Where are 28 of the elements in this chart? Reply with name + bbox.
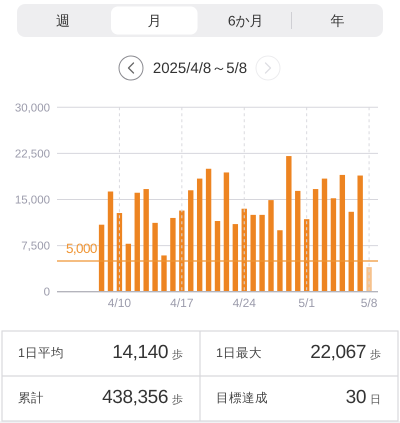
segment-label: 月 [147, 12, 162, 28]
y-tick-label: 22,500 [14, 148, 50, 160]
table-unit: 歩 [370, 349, 381, 361]
y-tick-label: 7,500 [21, 240, 50, 253]
segment-label: 週 [56, 12, 70, 28]
x-tick-label: 5/1 [298, 296, 315, 310]
x-tick-label: 4/24 [232, 296, 256, 310]
table-label: 1日最大 [216, 346, 262, 360]
table-label: 累計 [18, 391, 44, 405]
y-tick-label: 0 [44, 286, 50, 299]
table-value: 14,140 [112, 342, 168, 363]
table-unit: 歩 [172, 394, 183, 406]
title: 2025/4/8～5/8 [152, 60, 248, 77]
table-value: 438,356 [102, 387, 168, 408]
x-tick-label: 4/17 [170, 296, 194, 310]
table-value: 22,067 [310, 342, 366, 363]
x-tick-label: 5/8 [360, 296, 378, 310]
x-tick-label: 4/10 [108, 296, 132, 310]
y-tick-label: 30,000 [14, 102, 50, 114]
table-label: 目標達成 [216, 391, 268, 405]
segment-label: 6か月 [228, 12, 264, 28]
table-unit: 日 [370, 394, 381, 406]
table-label: 1日平均 [18, 346, 64, 360]
y-tick-label: 15,000 [14, 194, 50, 206]
ref-line-label: 5,000 [66, 240, 97, 256]
table-value: 30 [346, 387, 366, 408]
table-unit: 歩 [172, 349, 183, 361]
segment-label: 年 [330, 12, 344, 28]
